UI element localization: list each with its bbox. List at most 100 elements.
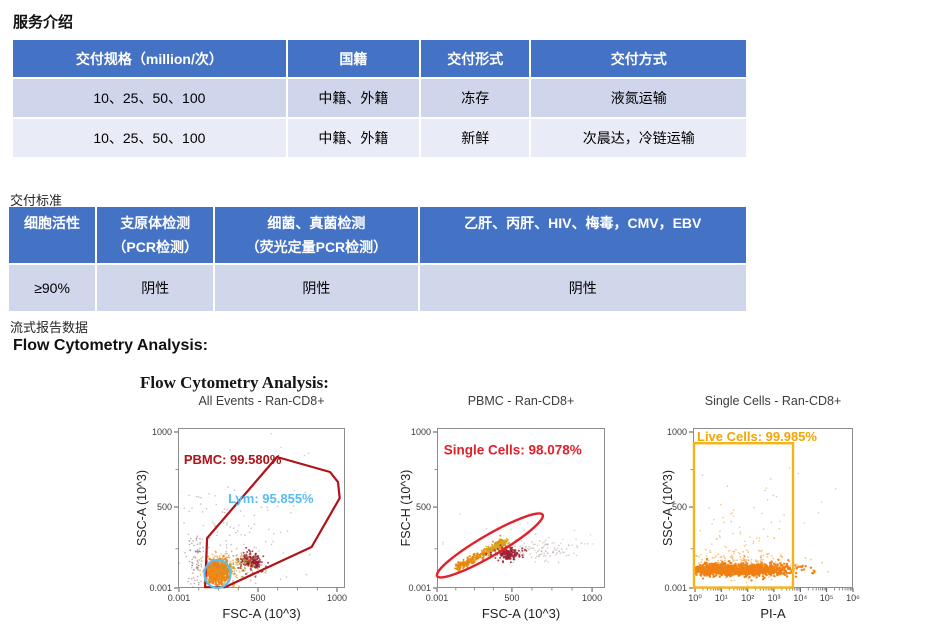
plot1-xlabel: FSC-A (10^3): [222, 606, 301, 621]
t2-header-bacteria-fungi: 细菌、真菌检测 （荧光定量PCR检测）: [215, 207, 418, 263]
header-line: 细菌、真菌检测: [267, 215, 366, 231]
t1-header-nationality: 国籍: [287, 40, 420, 77]
gate-label: PBMC: 99.580%: [184, 452, 282, 467]
gate-label: Lym: 95.855%: [228, 491, 314, 506]
x-tick-label: 500: [250, 593, 265, 603]
y-tick-label: 500: [157, 502, 172, 512]
delivery-spec-table: 交付规格（million/次） 国籍 交付形式 交付方式 10、25、50、10…: [11, 38, 748, 159]
point-cluster: [701, 472, 800, 568]
y-tick-label: 500: [416, 502, 431, 512]
point-cluster: [775, 467, 837, 523]
t2-cell: 阴性: [215, 265, 418, 311]
x-tick-label: 10⁵: [820, 593, 834, 603]
t2-cell: 阴性: [97, 265, 214, 311]
t1-cell: 中籍、外籍: [287, 119, 420, 157]
y-tick-label: 1000: [667, 427, 687, 437]
point-cluster: [486, 536, 589, 564]
t1-header-form: 交付形式: [421, 40, 530, 77]
scatter-points: [693, 467, 837, 588]
table-header-row: 交付规格（million/次） 国籍 交付形式 交付方式: [13, 40, 746, 77]
x-tick-label: 1000: [582, 593, 602, 603]
t1-header-method: 交付方式: [531, 40, 746, 77]
delivery-standard-table: 细胞活性 支原体检测 （PCR检测） 细菌、真菌检测 （荧光定量PCR检测） 乙…: [7, 205, 748, 313]
x-tick-label: 10²: [741, 593, 754, 603]
table-row: 10、25、50、100 中籍、外籍 冻存 液氮运输: [13, 79, 746, 117]
point-cluster: [207, 550, 267, 582]
plot3-title: Single Cells - Ran-CD8+: [704, 394, 842, 408]
t2-header-viability: 细胞活性: [9, 207, 96, 263]
t1-cell: 次晨达，冷链运输: [531, 119, 746, 157]
y-tick-label: 500: [672, 502, 687, 512]
gate-label: Single Cells: 98.078%: [444, 442, 582, 457]
t1-cell: 液氮运输: [531, 79, 746, 117]
point-cluster: [178, 486, 311, 586]
plot2-canvas: 1000 500 0.001 0.001 500 1000 Single Cells: 98…: [408, 427, 605, 603]
x-tick-label: 500: [504, 593, 519, 603]
x-tick-label: 10³: [767, 593, 780, 603]
gate-polygon: [204, 455, 341, 589]
x-tick-label: 10⁶: [846, 593, 860, 603]
y-tick-label: 0.001: [408, 583, 431, 593]
point-cluster: [485, 537, 510, 557]
t1-cell: 10、25、50、100: [13, 79, 286, 117]
t1-cell: 新鲜: [421, 119, 530, 157]
table-header-row: 细胞活性 支原体检测 （PCR检测） 细菌、真菌检测 （荧光定量PCR检测） 乙…: [9, 207, 746, 263]
t2-header-virus-panel: 乙肝、丙肝、HIV、梅毒，CMV，EBV: [419, 207, 746, 263]
plot2-xlabel: FSC-A (10^3): [481, 606, 561, 621]
x-tick-label: 1000: [327, 593, 347, 603]
t1-cell: 冻存: [421, 79, 530, 117]
plot3-canvas: 1000 500 0.001 10⁰ 10¹ 10² 10³ 10⁴ 10⁵ 10⁶ Live Ce…: [664, 427, 860, 603]
header-line: 乙肝、丙肝、HIV、梅毒，CMV，EBV: [464, 215, 702, 231]
table-row: 10、25、50、100 中籍、外籍 新鲜 次晨达，冷链运输: [13, 119, 746, 157]
scatter-points: [178, 432, 312, 588]
plot3-xlabel: PI-A: [760, 606, 786, 621]
table-row: ≥90% 阴性 阴性 阴性: [9, 265, 746, 311]
point-cluster: [184, 535, 207, 588]
gate-label: Live Cells: 99.985%: [697, 429, 817, 444]
point-cluster: [485, 544, 528, 564]
point-cluster: [693, 487, 806, 587]
gate-ellipse: [435, 512, 545, 579]
y-tick-label: 1000: [152, 427, 172, 437]
plot-frame: [437, 428, 605, 588]
t2-cell: 阴性: [419, 265, 746, 311]
point-cluster: [693, 542, 829, 588]
plot2-title: PBMC - Ran-CD8+: [467, 394, 575, 408]
t1-cell: 10、25、50、100: [13, 119, 286, 157]
point-cluster: [202, 432, 312, 577]
x-tick-label: 10⁰: [688, 593, 702, 603]
section-title-standards: 交付标准: [10, 193, 63, 208]
t1-header-spec: 交付规格（million/次）: [13, 40, 286, 77]
x-tick-label: 0.001: [426, 593, 449, 603]
x-tick-label: 10⁴: [793, 593, 807, 603]
y-tick-label: 1000: [411, 427, 431, 437]
header-line: （荧光定量PCR检测）: [245, 239, 388, 255]
scatter-points: [442, 513, 594, 572]
t2-cell: ≥90%: [9, 265, 96, 311]
t1-cell: 中籍、外籍: [287, 79, 420, 117]
section-title-flow-data: 流式报告数据: [10, 320, 89, 335]
plot-frame: [693, 428, 853, 588]
y-tick-label: 0.001: [149, 583, 172, 593]
page-title-services: 服务介绍: [13, 14, 74, 31]
flow-analysis-heading: Flow Cytometry Analysis:: [13, 337, 209, 354]
plot1-ylabel: SSC-A (10^3): [135, 469, 149, 547]
plot2-ylabel: FSC-H (10^3): [399, 469, 413, 547]
header-line: 支原体检测: [120, 215, 191, 231]
plot1-canvas: 1000 500 0.001 0.001 500 1000 PBMC: 99.580% Lym…: [149, 427, 347, 603]
x-tick-label: 0.001: [168, 593, 191, 603]
point-cluster: [442, 513, 594, 563]
point-cluster: [237, 546, 270, 578]
gate-ellipse: [203, 558, 232, 590]
figure-title: Flow Cytometry Analysis:: [140, 373, 329, 392]
header-line: 细胞活性: [24, 215, 81, 231]
plot1-title: All Events - Ran-CD8+: [198, 394, 325, 408]
y-tick-label: 0.001: [664, 583, 687, 593]
header-line: （PCR检测）: [112, 239, 198, 255]
x-tick-label: 10¹: [715, 593, 728, 603]
gate-rect: [692, 441, 795, 589]
t2-header-mycoplasma: 支原体检测 （PCR检测）: [97, 207, 214, 263]
